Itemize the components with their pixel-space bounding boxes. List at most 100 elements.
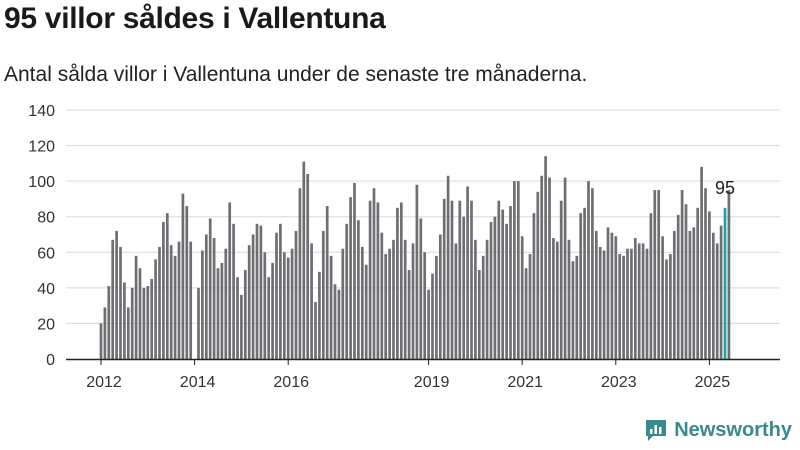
bar <box>446 175 450 359</box>
bar <box>282 252 286 359</box>
bar <box>212 238 216 359</box>
bar <box>298 188 302 359</box>
bar <box>669 254 672 359</box>
bar <box>641 243 645 359</box>
bar <box>220 262 224 359</box>
bar <box>411 243 415 359</box>
x-tick-label: 2025 <box>695 374 731 391</box>
bar <box>189 241 193 359</box>
y-tick-label: 20 <box>37 316 55 333</box>
bar <box>321 230 325 359</box>
bar <box>548 177 551 359</box>
y-tick-label: 100 <box>28 174 55 191</box>
bar <box>470 200 473 359</box>
bar <box>341 248 345 359</box>
y-tick-label: 120 <box>28 139 55 156</box>
bar <box>630 248 633 359</box>
bar <box>559 200 563 359</box>
bar <box>134 255 138 359</box>
bar <box>119 246 122 359</box>
bar <box>509 206 512 359</box>
y-tick-label: 40 <box>37 281 55 298</box>
bar <box>661 236 664 359</box>
bar <box>162 222 165 359</box>
bar <box>271 262 274 359</box>
bar <box>719 225 723 359</box>
bar <box>431 273 434 359</box>
bar <box>208 218 212 359</box>
bar <box>610 232 614 359</box>
bar <box>353 182 356 359</box>
bar <box>267 277 271 359</box>
y-tick-label: 80 <box>37 210 55 227</box>
highlight-value-label: 95 <box>715 178 735 198</box>
bar <box>536 191 540 359</box>
bar <box>516 181 520 359</box>
x-tick-label: 2021 <box>507 374 543 391</box>
bar <box>349 197 352 359</box>
bar <box>614 236 618 359</box>
bar <box>302 161 306 359</box>
highlight-bar <box>723 207 727 359</box>
y-tick-label: 60 <box>37 245 55 262</box>
bar <box>228 202 232 359</box>
bar <box>657 190 661 359</box>
bar <box>399 202 403 359</box>
bar <box>259 225 263 359</box>
bar <box>680 190 684 359</box>
bar <box>583 207 586 359</box>
bar <box>618 254 622 359</box>
newsworthy-icon <box>646 420 667 441</box>
bar <box>154 259 157 359</box>
bar <box>567 239 571 359</box>
bar <box>653 190 657 359</box>
bar <box>286 257 290 359</box>
bar <box>115 230 118 359</box>
bar <box>540 175 544 359</box>
bar <box>419 218 423 359</box>
bar <box>477 270 481 359</box>
bar <box>485 239 489 359</box>
newsworthy-logo[interactable]: Newsworthy <box>644 418 792 442</box>
bar <box>438 234 442 359</box>
bar <box>505 223 508 359</box>
bar <box>450 200 454 359</box>
bar <box>403 239 407 359</box>
bar <box>602 250 606 359</box>
bar <box>150 278 154 359</box>
bar <box>427 289 430 359</box>
bar <box>126 307 130 359</box>
bar <box>236 277 239 359</box>
bar <box>360 246 364 359</box>
bar <box>107 286 111 359</box>
bar <box>513 181 516 359</box>
bar <box>368 200 372 359</box>
bar <box>579 213 583 359</box>
bar <box>201 250 204 359</box>
bar <box>606 227 610 359</box>
bar <box>637 243 641 359</box>
bar <box>306 174 310 359</box>
bar <box>497 200 501 359</box>
bar <box>435 255 438 359</box>
bar <box>310 243 313 359</box>
brand-name: Newsworthy <box>674 418 792 441</box>
bar <box>380 232 384 359</box>
bar <box>130 287 134 359</box>
bar <box>591 188 594 359</box>
bar <box>165 213 169 359</box>
bar <box>279 223 282 359</box>
bar <box>181 193 185 359</box>
bar <box>692 227 696 359</box>
bar <box>665 259 668 359</box>
bar <box>555 241 559 359</box>
bar <box>275 232 278 359</box>
bar <box>520 236 524 359</box>
bar <box>197 287 200 359</box>
bar <box>337 289 341 359</box>
bar <box>727 190 731 359</box>
bar <box>345 223 349 359</box>
y-tick-label: 140 <box>28 103 55 120</box>
bar <box>594 230 598 359</box>
